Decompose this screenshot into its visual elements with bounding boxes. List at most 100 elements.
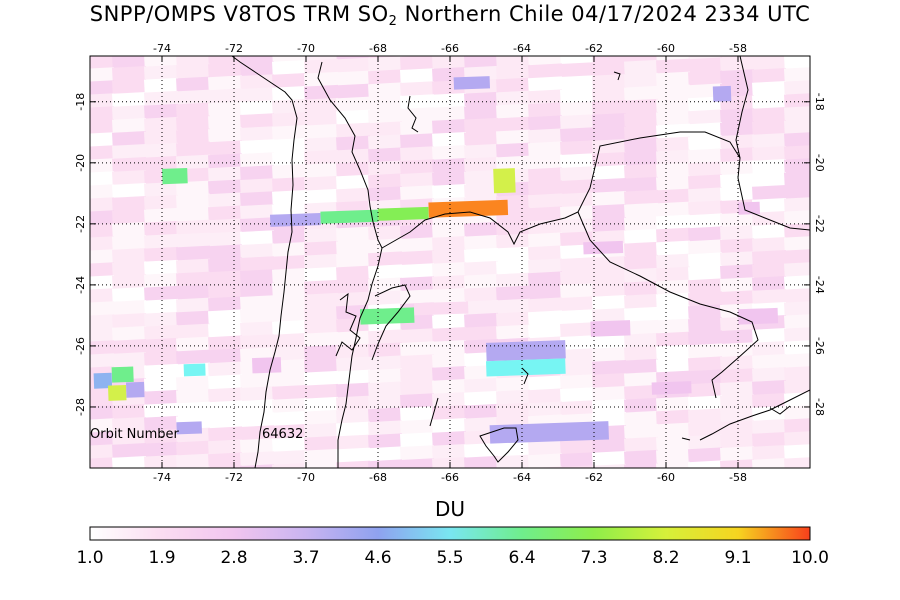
background-cell [304, 188, 339, 205]
background-cell [656, 435, 691, 452]
background-cell [144, 129, 179, 146]
background-cell [272, 242, 307, 258]
background-cell [464, 390, 499, 407]
background-cell [784, 456, 810, 468]
background-cell [560, 400, 595, 416]
background-cell [528, 102, 563, 119]
background-cell [432, 392, 467, 408]
background-cell [368, 329, 403, 346]
background-cell [400, 237, 435, 253]
background-cell [112, 222, 147, 238]
background-cell [304, 422, 339, 439]
background-cell [560, 101, 595, 117]
lon-tick-label: -74 [153, 42, 171, 55]
background-cell [336, 96, 371, 113]
background-cell [240, 191, 275, 207]
background-cell [752, 380, 787, 396]
background-cell [560, 283, 595, 299]
salar-1 [407, 95, 419, 133]
background-cell [592, 269, 627, 285]
background-cell [144, 246, 179, 263]
background-cell [784, 261, 810, 278]
background-cell [784, 430, 810, 447]
background-cell [400, 458, 435, 468]
background-cell [560, 179, 595, 195]
background-cell [144, 155, 179, 172]
background-cell [207, 335, 243, 352]
background-cell [624, 98, 659, 115]
background-cell [112, 248, 147, 264]
background-cell [304, 357, 339, 374]
background-cell [432, 106, 467, 122]
background-cell [688, 265, 723, 282]
background-cell [207, 166, 243, 183]
background-cell [528, 271, 563, 288]
background-cell [720, 186, 755, 202]
so2-pixel [378, 206, 429, 221]
background-cell [560, 361, 595, 377]
background-cell [784, 105, 810, 122]
background-cell [784, 79, 810, 96]
lon-tick-label: -64 [513, 471, 531, 484]
lon-tick-label: -72 [225, 471, 243, 484]
background-cell [688, 434, 723, 451]
title-prefix: SNPP/OMPS V8TOS TRM SO [89, 2, 389, 26]
background-cell [496, 389, 531, 406]
background-cell [560, 166, 595, 182]
background-cell [720, 56, 755, 72]
background-cell [464, 247, 499, 264]
background-cell [560, 140, 595, 156]
background-cell [432, 366, 467, 382]
background-cell [528, 89, 563, 106]
background-cell [784, 56, 810, 57]
background-cell [624, 384, 659, 401]
background-cell [656, 318, 691, 335]
background-cell [688, 239, 723, 256]
background-cell [112, 456, 147, 468]
background-cell [240, 399, 275, 415]
background-cell [240, 100, 275, 116]
background-cell [272, 255, 307, 271]
lat-tick-label-right: -18 [813, 93, 826, 111]
background-cell [336, 174, 371, 191]
background-cell [528, 440, 563, 457]
background-cell [144, 285, 179, 302]
background-cell [656, 123, 691, 140]
background-cell [656, 344, 691, 361]
background-cell [720, 368, 755, 384]
background-cell [176, 284, 211, 301]
background-cell [656, 201, 691, 218]
background-cell [240, 178, 275, 194]
background-cell [368, 95, 403, 112]
background-cell [752, 276, 787, 292]
colorbar-tick-label: 1.0 [76, 548, 104, 568]
background-cell [752, 458, 787, 468]
background-cell [207, 101, 243, 118]
background-cell [624, 436, 659, 453]
background-cell [112, 352, 147, 368]
background-cell [752, 146, 787, 162]
background-cell [688, 70, 723, 87]
background-cell [207, 127, 243, 144]
background-cell [592, 204, 627, 220]
background-cell [368, 264, 403, 281]
background-cell [336, 447, 371, 464]
lake-5 [681, 437, 691, 441]
background-cell [688, 200, 723, 217]
so2-pixel [183, 363, 206, 377]
background-cell [144, 337, 179, 354]
lon-tick-label: -66 [441, 471, 459, 484]
background-cell [240, 308, 275, 324]
background-cell [112, 404, 147, 420]
background-cell [656, 149, 691, 166]
background-cell [368, 82, 403, 99]
background-cell [304, 305, 339, 322]
background-cell [432, 184, 467, 200]
background-cell [240, 113, 275, 129]
background-cell [720, 394, 755, 410]
background-cell [176, 453, 211, 468]
background-cell [464, 442, 499, 459]
colorbar-tick-label: 8.2 [652, 548, 680, 568]
background-cell [240, 87, 275, 103]
background-cell [528, 56, 563, 67]
